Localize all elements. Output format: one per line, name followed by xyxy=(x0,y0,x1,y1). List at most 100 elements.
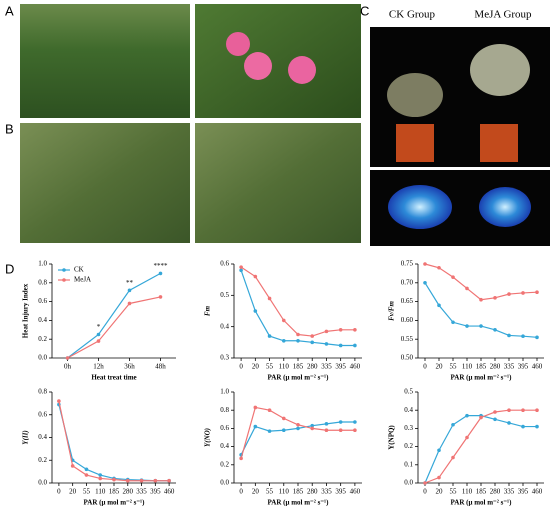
x-tick-label: 55 xyxy=(83,488,91,496)
x-tick-label: 20 xyxy=(436,488,444,496)
y-tick-label: 0.0 xyxy=(38,354,47,362)
x-axis-label: PAR (μ mol m⁻² s⁻¹) xyxy=(268,499,330,507)
panel-label: A xyxy=(5,3,14,18)
x-tick-label: 460 xyxy=(532,363,543,371)
y-tick-label: 0.8 xyxy=(38,388,47,396)
significance-label: ** xyxy=(126,279,134,287)
series-line xyxy=(424,282,538,338)
x-tick-label: 55 xyxy=(450,363,458,371)
data-point xyxy=(353,428,357,433)
data-point xyxy=(479,415,483,420)
y-tick-label: 0.8 xyxy=(220,406,229,414)
leaf-image xyxy=(388,185,452,229)
data-point xyxy=(239,268,243,273)
x-tick-label: 395 xyxy=(518,488,529,496)
series-line xyxy=(424,263,538,301)
panel-label: D xyxy=(5,261,14,276)
data-point xyxy=(253,405,258,410)
data-point xyxy=(310,426,315,431)
x-tick-label: 395 xyxy=(335,488,346,496)
data-point xyxy=(281,416,286,421)
data-point xyxy=(465,286,469,291)
y-tick-label: 0.2 xyxy=(220,460,229,468)
series-line xyxy=(240,266,355,337)
data-point xyxy=(493,296,497,300)
data-point xyxy=(98,473,103,477)
data-point xyxy=(507,421,511,425)
data-point xyxy=(70,464,75,468)
data-point xyxy=(281,318,286,323)
x-tick-label: 185 xyxy=(293,363,304,371)
x-tick-label: 280 xyxy=(307,488,318,496)
y-tick-label: 0.70 xyxy=(401,278,414,286)
data-point xyxy=(96,332,101,337)
data-point xyxy=(451,320,455,325)
x-tick-label: 280 xyxy=(490,488,501,496)
series-line xyxy=(424,409,537,484)
data-point xyxy=(338,328,343,332)
y-tick-label: 0.50 xyxy=(401,354,414,362)
x-tick-label: 55 xyxy=(266,363,274,371)
data-point xyxy=(353,328,357,332)
y-tick-label: 0.75 xyxy=(401,260,414,268)
data-point xyxy=(310,340,315,345)
x-axis-label: PAR (μ mol m⁻² s⁻¹) xyxy=(451,499,513,507)
group-label: MeJA Group xyxy=(474,9,532,21)
photo-flowers xyxy=(195,4,361,118)
photo-leaves xyxy=(20,123,190,243)
data-point xyxy=(112,477,116,482)
leaf-image xyxy=(479,187,531,227)
pot xyxy=(396,124,434,162)
y-tick-label: 0.4 xyxy=(220,442,229,450)
x-axis-label: PAR (μ mol m⁻² s⁻¹) xyxy=(268,374,330,382)
data-point xyxy=(324,422,329,426)
x-tick-label: 185 xyxy=(476,363,487,371)
series-line xyxy=(58,400,170,482)
data-point xyxy=(535,290,539,295)
x-tick-label: 460 xyxy=(532,488,543,496)
data-point xyxy=(296,426,300,431)
x-axis-label: PAR (μ mol m⁻² s⁻¹) xyxy=(451,374,513,382)
legend-marker xyxy=(62,278,66,282)
data-point xyxy=(324,329,329,334)
group-label: CK Group xyxy=(389,9,436,21)
significance-label: * xyxy=(97,323,101,331)
x-tick-label: 335 xyxy=(321,363,332,371)
x-tick-label: 460 xyxy=(350,363,361,371)
y-tick-label: 0.4 xyxy=(220,322,229,330)
data-point xyxy=(127,288,132,293)
panel-label: C xyxy=(360,3,369,18)
plant xyxy=(387,73,443,117)
x-tick-label: 110 xyxy=(462,363,473,371)
y-axis-label: Y(NPQ) xyxy=(388,425,396,450)
y-axis-label: Fv/Fm xyxy=(388,301,396,321)
data-point xyxy=(125,478,130,483)
data-point xyxy=(267,429,272,433)
y-axis-label: Y(II) xyxy=(22,430,30,444)
data-point xyxy=(267,408,272,413)
data-point xyxy=(324,342,329,346)
x-tick-label: 0h xyxy=(64,363,72,371)
data-point xyxy=(253,274,258,279)
data-point xyxy=(507,292,511,296)
data-point xyxy=(535,408,539,413)
data-point xyxy=(479,324,483,328)
panel-label: B xyxy=(5,121,14,136)
x-tick-label: 36h xyxy=(124,363,135,371)
flower xyxy=(244,52,272,80)
series-line xyxy=(67,296,161,359)
data-point xyxy=(437,265,441,270)
data-point xyxy=(353,343,357,348)
data-point xyxy=(451,422,455,427)
data-point xyxy=(507,333,511,338)
data-point xyxy=(451,275,455,279)
y-axis-label: Heat Injury Index xyxy=(22,283,30,338)
data-point xyxy=(65,356,70,360)
x-tick-label: 395 xyxy=(518,363,529,371)
y-tick-label: 0.5 xyxy=(404,388,413,396)
y-tick-label: 0.8 xyxy=(38,278,47,286)
x-tick-label: 185 xyxy=(109,488,120,496)
data-point xyxy=(423,281,427,285)
y-tick-label: 0.6 xyxy=(220,260,229,268)
